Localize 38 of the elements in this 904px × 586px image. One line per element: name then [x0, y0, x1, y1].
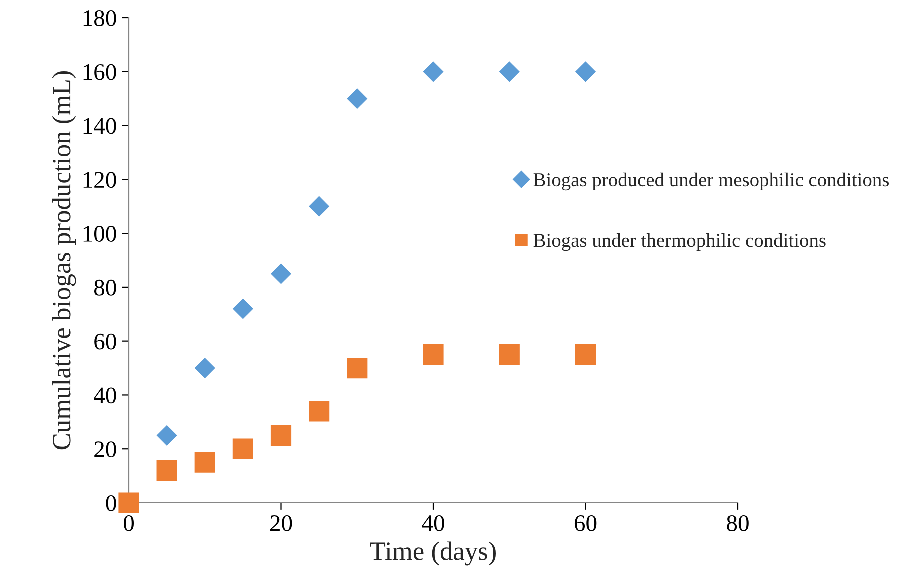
legend-label: Biogas produced under mesophilic conditions — [534, 172, 890, 191]
point — [499, 344, 520, 366]
point — [575, 62, 596, 82]
point — [270, 425, 292, 446]
point — [232, 298, 254, 320]
y-tick-label: 40 — [94, 388, 116, 404]
x-tick-label: 20 — [270, 515, 292, 532]
x-tick-label: 80 — [727, 515, 749, 532]
legend-label: Biogas under thermophilic conditions — [534, 234, 826, 252]
y-tick-label: 140 — [84, 118, 116, 134]
point — [270, 264, 292, 284]
y-tick-label: 160 — [84, 64, 116, 80]
point — [232, 438, 254, 460]
point — [118, 492, 140, 514]
point — [423, 62, 444, 82]
point — [499, 62, 520, 82]
y-tick-label: 120 — [84, 172, 116, 188]
x-tick-label: 60 — [574, 515, 597, 532]
y-tick-label: 80 — [94, 280, 116, 296]
x-tick-label: 40 — [422, 515, 444, 532]
y-tick-label: 20 — [94, 442, 116, 458]
point — [194, 452, 216, 473]
point — [194, 358, 216, 379]
y-axis-title: Cumulative biogas production (mL) — [52, 71, 76, 450]
point — [309, 401, 330, 422]
y-tick-label: 180 — [84, 10, 116, 26]
point — [575, 344, 596, 366]
point — [156, 425, 178, 446]
y-tick-label: 100 — [84, 226, 116, 242]
point — [423, 344, 444, 366]
point — [309, 196, 330, 217]
point — [347, 358, 368, 379]
point — [156, 460, 178, 481]
y-tick-label: 0 — [106, 495, 116, 512]
x-tick-label: 0 — [124, 515, 134, 532]
x-axis-title: Time (days) — [370, 542, 496, 566]
point — [347, 88, 368, 110]
y-tick-label: 60 — [94, 334, 116, 350]
